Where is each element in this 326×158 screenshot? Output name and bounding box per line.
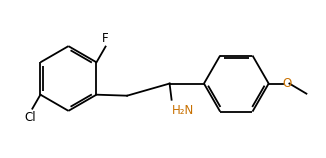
Text: H₂N: H₂N xyxy=(171,104,194,117)
Text: F: F xyxy=(102,32,109,45)
Text: Cl: Cl xyxy=(24,111,36,124)
Text: O: O xyxy=(283,77,292,90)
